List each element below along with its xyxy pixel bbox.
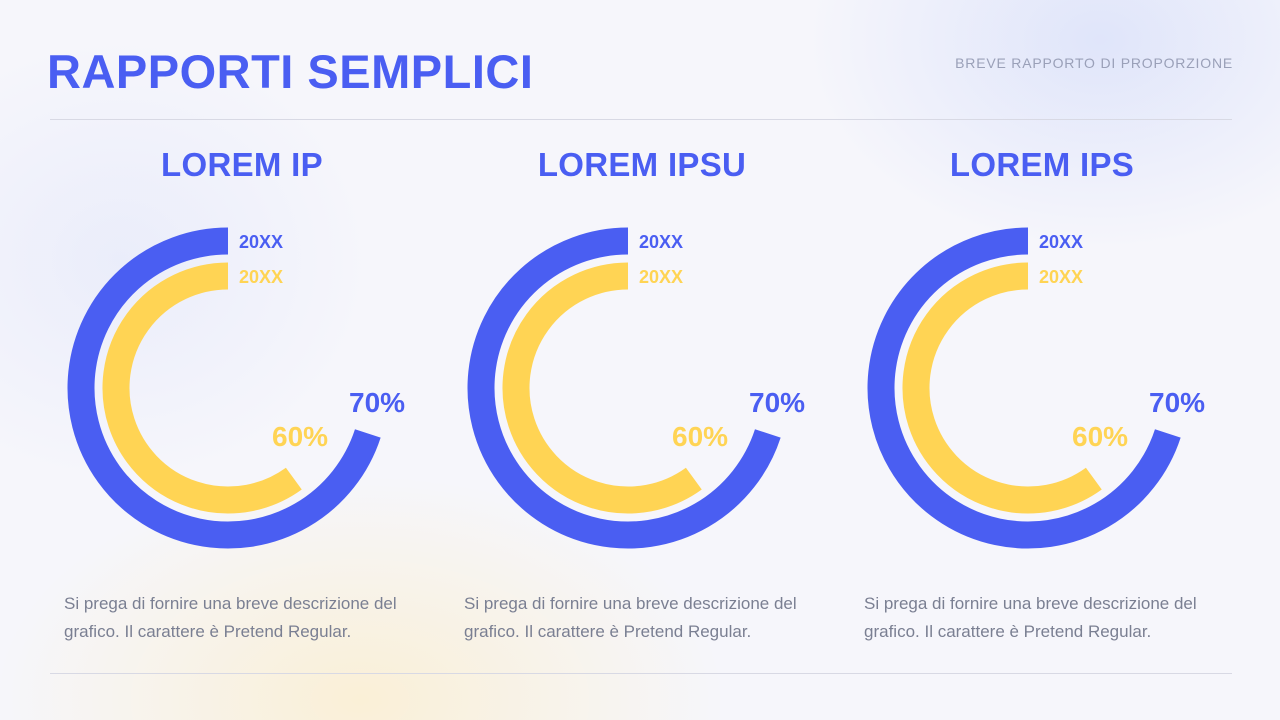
value-label: 70% (1149, 387, 1205, 418)
series-label: 20XX (239, 267, 283, 287)
radial-bar-yellow (502, 262, 702, 514)
divider-top (50, 119, 1232, 120)
chart-description: Si prega di fornire una breve descrizion… (64, 594, 397, 641)
chart-panel-2: LOREM IPSU 20XX 70% 20XX 60% Si prega di fo… (440, 140, 840, 660)
radial-chart: 20XX 70% 20XX 60% (467, 227, 805, 549)
series-label: 20XX (639, 232, 683, 252)
chart-description: Si prega di fornire una breve descrizion… (864, 594, 1197, 641)
radial-chart: 20XX 70% 20XX 60% (67, 227, 405, 549)
value-label: 70% (749, 387, 805, 418)
panel-title: LOREM IP (161, 146, 323, 183)
chart-panel-3: LOREM IPS 20XX 70% 20XX 60% Si prega di for… (840, 140, 1240, 660)
radial-bar-yellow (102, 262, 302, 514)
radial-bar-blue (67, 227, 381, 549)
divider-bottom (50, 673, 1232, 674)
radial-bar-blue (867, 227, 1181, 549)
panel-title: LOREM IPSU (537, 146, 747, 183)
page-title: RAPPORTI SEMPLICI (47, 45, 534, 98)
chart-panel-1: LOREM IP 20XX 70% 20XX 60% Si prega di forn… (40, 140, 440, 660)
value-label: 60% (672, 421, 728, 452)
series-label: 20XX (1039, 232, 1083, 252)
chart-description: Si prega di fornire una breve descrizion… (464, 594, 797, 641)
radial-bar-blue (467, 227, 781, 549)
series-label: 20XX (639, 267, 683, 287)
series-label: 20XX (1039, 267, 1083, 287)
radial-chart: 20XX 70% 20XX 60% (867, 227, 1205, 549)
panel-title: LOREM IPS (949, 146, 1135, 183)
page-subtitle: BREVE RAPPORTO DI PROPORZIONE (955, 55, 1233, 71)
series-label: 20XX (239, 232, 283, 252)
radial-bar-yellow (902, 262, 1102, 514)
value-label: 70% (349, 387, 405, 418)
value-label: 60% (1072, 421, 1128, 452)
value-label: 60% (272, 421, 328, 452)
